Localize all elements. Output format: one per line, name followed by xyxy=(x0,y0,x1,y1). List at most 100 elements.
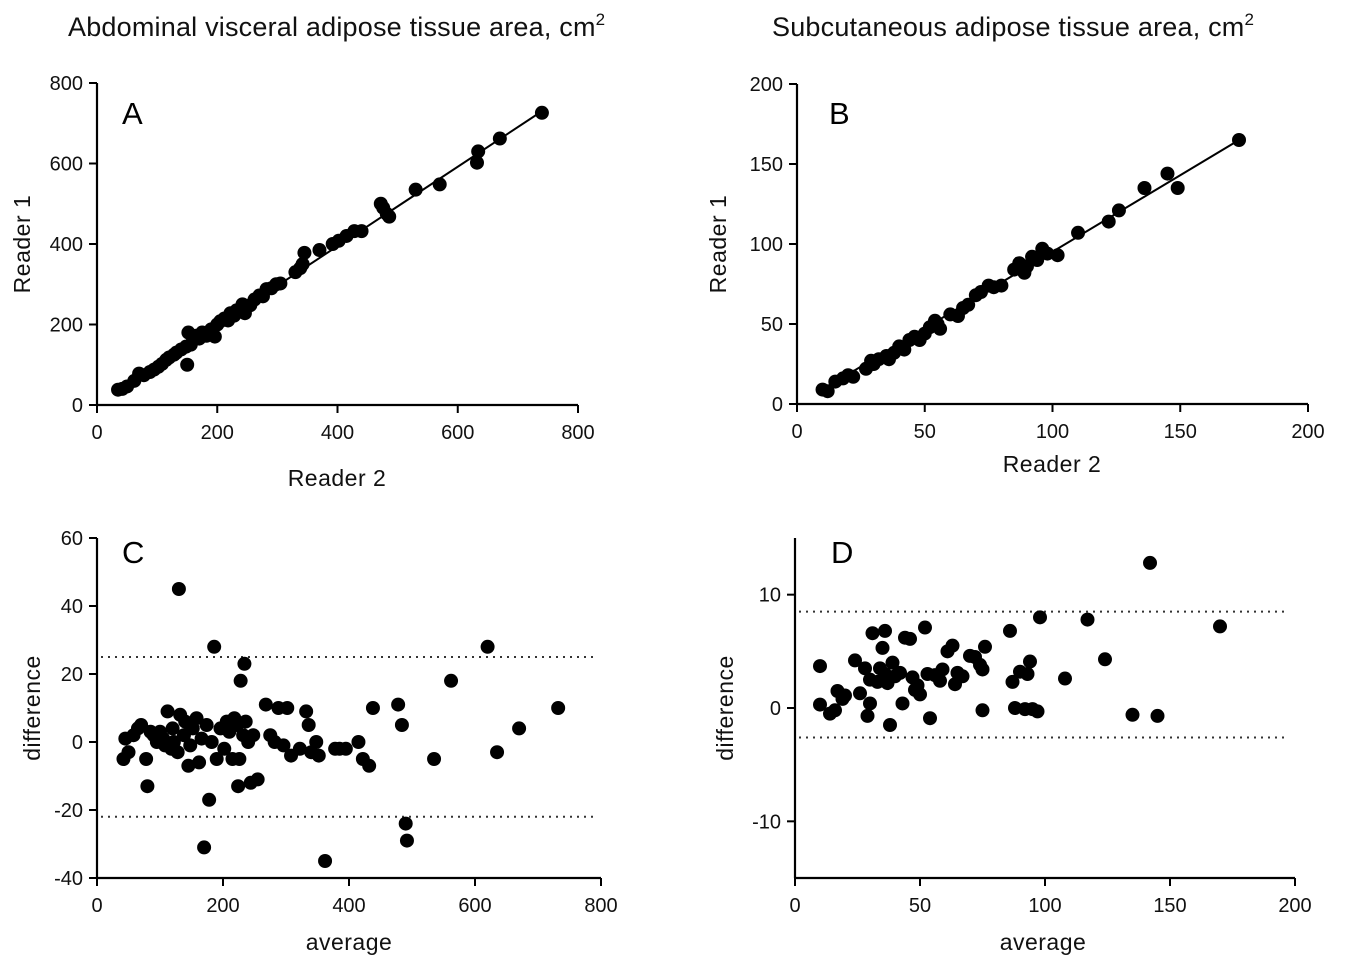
panel-b-x-tick-label: 100 xyxy=(1036,421,1069,443)
panel-a-y-tick-label: 400 xyxy=(50,234,83,256)
panel-a-x-tick-label: 400 xyxy=(321,422,354,444)
panel-d-y-axis-title: difference xyxy=(712,655,738,761)
panel-c-y-tick-label: 20 xyxy=(61,664,83,686)
panel-d-point xyxy=(1125,707,1140,722)
panel-c-point xyxy=(165,721,180,736)
panel-d-point xyxy=(975,703,990,718)
panel-c-point xyxy=(276,738,291,753)
panel-d-x-axis-title: average xyxy=(1000,929,1087,955)
panel-c-x-tick-label: 600 xyxy=(458,895,491,917)
panel-c-point xyxy=(490,745,505,760)
panel-a-y-tick-label: 600 xyxy=(50,154,83,176)
panel-a-point xyxy=(207,329,222,344)
panel-c-point xyxy=(217,741,232,756)
panel-d-point xyxy=(1150,708,1165,723)
panel-c-point xyxy=(238,714,253,729)
panel-d-point xyxy=(945,638,960,653)
panel-d-point xyxy=(853,686,867,701)
panel-a-letter: A xyxy=(122,96,143,131)
panel-b-y-axis-title: Reader 1 xyxy=(705,195,731,294)
panel-d-point xyxy=(858,661,872,676)
panel-d-point xyxy=(1213,619,1227,634)
panel-b-x-tick-label: 0 xyxy=(791,421,802,443)
panel-d-point xyxy=(1023,654,1037,669)
panel-c-point xyxy=(301,718,316,732)
panel-d-point xyxy=(883,718,897,732)
panel-a-y-tick-label: 800 xyxy=(50,73,83,95)
panel-b-point xyxy=(1101,214,1116,229)
panel-c-point xyxy=(280,701,295,715)
panel-d-point xyxy=(1080,612,1095,627)
panel-a-point xyxy=(471,144,486,159)
panel-d-point xyxy=(860,708,875,723)
panel-c-point xyxy=(197,840,212,855)
panel-d-point xyxy=(863,696,877,711)
panel-d-point xyxy=(875,640,890,655)
panel-c-point xyxy=(171,582,186,596)
panel-c-point xyxy=(199,718,214,732)
panel-b-point xyxy=(1030,253,1045,267)
panel-c-point xyxy=(512,721,527,736)
panel-c-point xyxy=(181,758,196,773)
panel-d-point xyxy=(848,653,862,668)
panel-d-point xyxy=(828,703,842,718)
panel-c-point xyxy=(207,639,222,654)
panel-c-point xyxy=(309,735,324,749)
panel-c-point xyxy=(391,697,406,712)
panel-d-point xyxy=(878,623,892,638)
panel-d-point xyxy=(918,620,932,635)
panel-a-x-tick-label: 600 xyxy=(441,422,474,444)
panel-c-point xyxy=(318,854,333,868)
panel-b-x-tick-label: 150 xyxy=(1164,421,1197,443)
panel-c-point xyxy=(351,735,366,749)
panel-d-x-tick-label: 200 xyxy=(1278,895,1311,917)
panel-b-y-tick-label: 100 xyxy=(750,234,783,256)
panel-b-point xyxy=(1050,248,1065,263)
panel-d-point xyxy=(975,662,990,677)
panel-d-point xyxy=(813,697,827,712)
panel-b-point xyxy=(1137,181,1152,195)
panel-d-y-tick-label: 10 xyxy=(759,585,781,607)
panel-c-point xyxy=(231,779,246,794)
panel-b-x-axis-title: Reader 2 xyxy=(1003,451,1102,477)
panel-c-point xyxy=(209,752,224,766)
panel-c-point xyxy=(398,816,413,831)
panel-c-point xyxy=(183,738,198,753)
panel-c-point xyxy=(232,752,247,766)
panel-b-point xyxy=(933,321,948,336)
panel-d-point xyxy=(935,662,950,677)
panel-d-point xyxy=(1098,652,1112,667)
panel-c-y-tick-label: 0 xyxy=(72,732,83,754)
panel-c-point xyxy=(362,758,377,773)
panel-d-point xyxy=(923,711,937,726)
panel-c-point xyxy=(250,772,265,787)
panel-d-point xyxy=(813,659,827,674)
panel-b-point xyxy=(846,369,861,384)
panel-d-point xyxy=(1005,674,1020,689)
panel-d-y-tick-label: -10 xyxy=(752,811,781,833)
panel-c-point xyxy=(551,701,566,715)
panel-c-point xyxy=(139,752,154,766)
panel-d-point xyxy=(933,673,947,688)
panel-b-y-tick-label: 150 xyxy=(750,154,783,176)
panel-b-x-tick-label: 200 xyxy=(1291,421,1324,443)
panel-c-point xyxy=(427,752,442,766)
panel-c-x-tick-label: 800 xyxy=(584,895,617,917)
panel-c-point xyxy=(480,639,495,654)
panel-c-x-tick-label: 400 xyxy=(332,895,365,917)
panel-b-point xyxy=(994,278,1009,293)
title-visceral: Abdominal visceral adipose tissue area, … xyxy=(68,10,606,42)
panel-a-point xyxy=(297,245,312,260)
panel-c-x-tick-label: 200 xyxy=(206,895,239,917)
panel-a-point xyxy=(492,131,507,146)
panel-b-point xyxy=(1160,166,1175,181)
panel-d-letter: D xyxy=(831,535,853,570)
panel-a-x-tick-label: 800 xyxy=(561,422,594,444)
panel-c-point xyxy=(394,718,409,732)
panel-d-point xyxy=(1030,704,1045,719)
panel-b-point xyxy=(1071,225,1086,240)
panel-c-point xyxy=(338,741,353,756)
panel-d-point xyxy=(955,669,970,684)
panel-c-point xyxy=(444,673,459,688)
